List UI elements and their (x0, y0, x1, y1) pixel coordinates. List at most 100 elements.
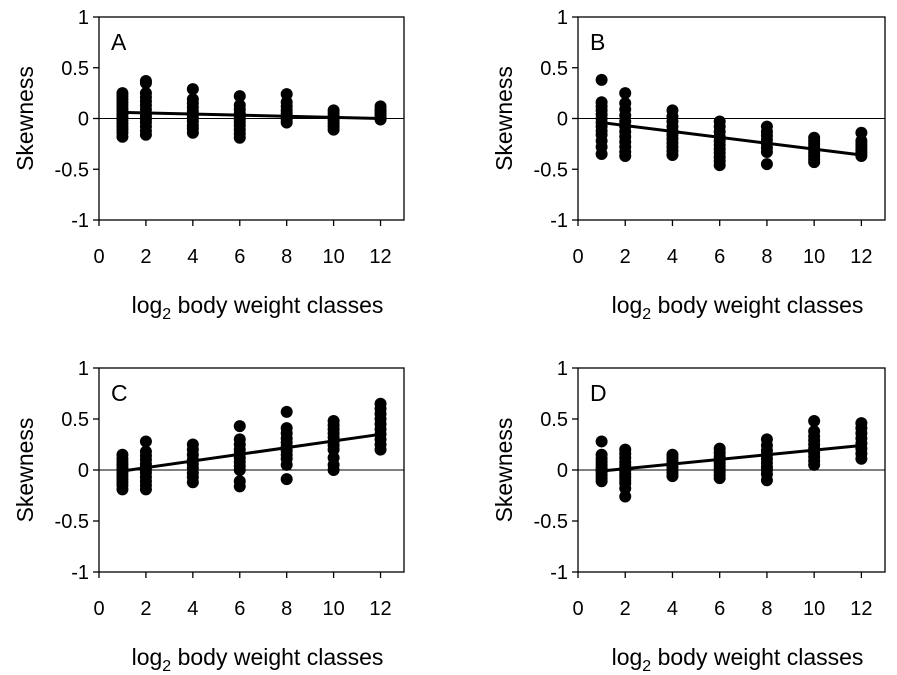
y-axis-title: Skewness (491, 66, 517, 171)
y-tick-label: 0.5 (61, 409, 89, 431)
data-point (327, 123, 340, 136)
y-tick-label: 0.5 (61, 58, 89, 80)
y-tick-label: 1 (557, 7, 568, 29)
x-tick-label: 0 (572, 246, 583, 268)
y-tick-label: 1 (557, 358, 568, 380)
x-tick-label: 8 (761, 598, 772, 620)
y-tick-label: 0.5 (540, 58, 568, 80)
data-point (116, 130, 129, 143)
x-tick-label: 0 (93, 598, 104, 620)
x-tick-label: 8 (281, 246, 292, 268)
data-point (619, 87, 632, 100)
data-point (233, 420, 246, 433)
y-tick-label: -0.5 (55, 511, 89, 533)
data-point (666, 470, 679, 483)
x-tick-label: 2 (620, 598, 631, 620)
y-tick-label: -1 (550, 562, 568, 584)
data-point (139, 435, 152, 448)
x-tick-label: 0 (93, 246, 104, 268)
panel-label: A (111, 29, 127, 55)
y-tick-label: -0.5 (55, 159, 89, 181)
data-point (233, 131, 246, 144)
data-point (666, 149, 679, 162)
panel-label: B (590, 29, 605, 55)
data-point (619, 150, 632, 163)
data-point (186, 476, 199, 489)
y-tick-label: 0.5 (540, 409, 568, 431)
x-tick-label: 10 (803, 246, 825, 268)
x-tick-label: 10 (322, 246, 344, 268)
x-tick-label: 6 (234, 246, 245, 268)
x-tick-label: 0 (572, 598, 583, 620)
data-point (186, 126, 199, 139)
data-point (713, 159, 726, 172)
trend-line (601, 121, 862, 157)
x-axis-title-base: log (612, 292, 643, 318)
y-tick-label: 0 (557, 460, 568, 482)
x-axis-title: log2 body weight classes (132, 644, 384, 675)
data-point (760, 145, 773, 158)
trend-line (122, 432, 381, 473)
x-axis-title: log2 body weight classes (612, 644, 864, 675)
data-point (139, 128, 152, 141)
data-point (186, 83, 199, 96)
x-tick-label: 2 (140, 246, 151, 268)
data-point (374, 443, 387, 456)
x-tick-label: 6 (234, 598, 245, 620)
data-point (619, 490, 632, 503)
data-point (233, 90, 246, 103)
y-tick-label: 0 (78, 460, 89, 482)
data-point (280, 473, 293, 486)
trend-line (122, 110, 381, 120)
x-tick-label: 4 (187, 598, 198, 620)
y-axis-title: Skewness (12, 418, 38, 523)
x-axis-title-subscript: 2 (162, 658, 171, 675)
panel-label: C (111, 380, 128, 406)
x-tick-label: 4 (667, 598, 678, 620)
data-point (855, 150, 868, 163)
data-point (595, 475, 608, 488)
x-tick-label: 8 (761, 246, 772, 268)
x-axis-title-rest: body weight classes (651, 644, 863, 670)
x-tick-label: 2 (140, 598, 151, 620)
data-point (374, 113, 387, 126)
x-tick-label: 4 (187, 246, 198, 268)
x-axis-title-rest: body weight classes (171, 644, 383, 670)
x-tick-label: 6 (714, 246, 725, 268)
trend-line (601, 444, 862, 473)
data-point (233, 464, 246, 476)
x-axis-title: log2 body weight classes (132, 292, 384, 323)
x-axis-title-subscript: 2 (162, 306, 171, 323)
data-point (139, 76, 152, 89)
x-axis-title-subscript: 2 (642, 658, 651, 675)
data-point (595, 148, 608, 161)
data-point (280, 116, 293, 129)
y-tick-label: 1 (78, 7, 89, 29)
data-point (760, 474, 773, 487)
y-axis-title: Skewness (12, 66, 38, 171)
x-tick-label: 12 (850, 598, 872, 620)
data-point (327, 464, 340, 476)
y-tick-label: -0.5 (534, 159, 568, 181)
y-tick-label: -1 (71, 210, 89, 232)
x-axis-title-subscript: 2 (642, 306, 651, 323)
x-tick-label: 10 (322, 598, 344, 620)
data-point (139, 483, 152, 496)
x-axis-title: log2 body weight classes (612, 292, 864, 323)
x-axis-title-base: log (612, 644, 643, 670)
x-axis-title-base: log (132, 292, 163, 318)
data-point (808, 458, 821, 471)
x-tick-label: 2 (620, 246, 631, 268)
x-tick-label: 6 (714, 598, 725, 620)
data-point (280, 405, 293, 418)
data-point (116, 483, 129, 496)
x-tick-label: 4 (667, 246, 678, 268)
y-tick-label: -0.5 (534, 511, 568, 533)
y-tick-label: -1 (550, 210, 568, 232)
x-axis-title-rest: body weight classes (171, 292, 383, 318)
x-tick-label: 12 (369, 246, 391, 268)
